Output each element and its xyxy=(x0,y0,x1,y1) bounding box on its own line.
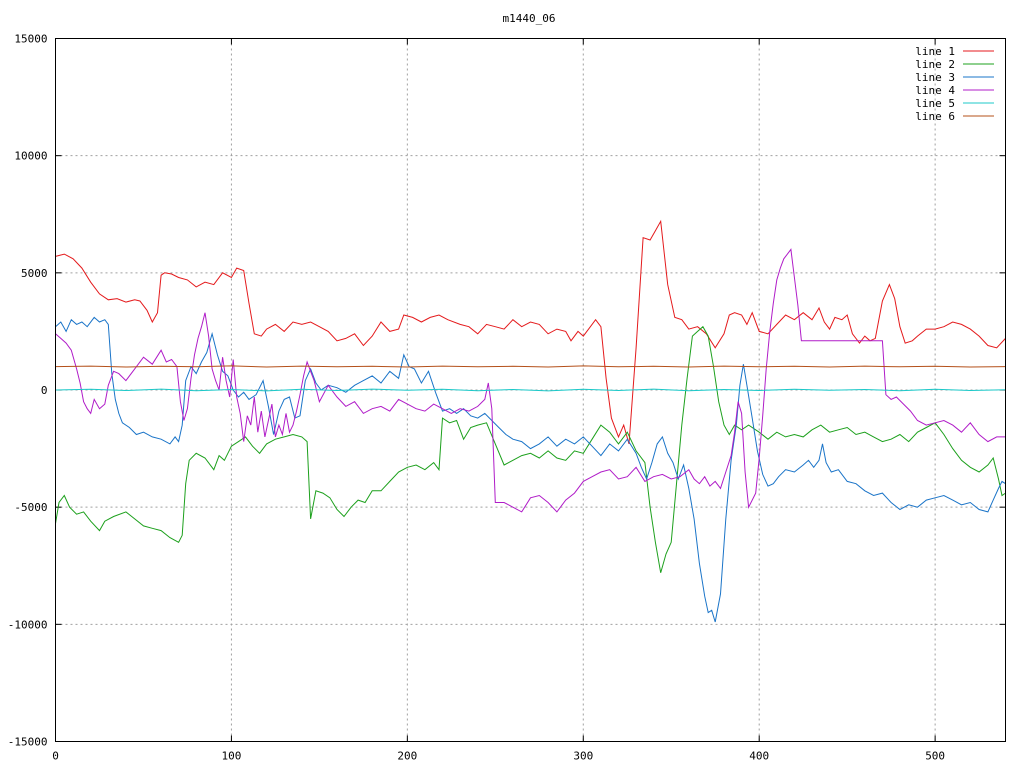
series-line-6 xyxy=(55,365,1006,368)
x-tick-label: 500 xyxy=(925,750,945,763)
y-tick-label: -5000 xyxy=(14,501,47,514)
legend-label: line 5 xyxy=(915,97,955,110)
legend-label: line 6 xyxy=(915,110,955,123)
y-tick-label: 5000 xyxy=(21,267,48,280)
x-tick-label: 100 xyxy=(221,750,241,763)
x-tick-label: 0 xyxy=(52,750,59,763)
legend-label: line 2 xyxy=(915,58,955,71)
series-line-3 xyxy=(55,316,1006,623)
axis-ticks: -15000 -10000 -5000 0 5000 10000 15000 0 100 200 3… xyxy=(8,33,1006,763)
chart-title: m1440_06 xyxy=(503,12,556,25)
series-layer xyxy=(55,219,1006,623)
y-tick-label: 15000 xyxy=(14,33,47,46)
x-tick-label: 400 xyxy=(749,750,769,763)
x-tick-label: 300 xyxy=(573,750,593,763)
series-line-1 xyxy=(55,219,1006,445)
series-line-4 xyxy=(55,248,1006,513)
y-tick-label: -15000 xyxy=(8,736,48,749)
x-tick-label: 200 xyxy=(397,750,417,763)
series-line-2 xyxy=(55,325,1006,573)
legend-label: line 3 xyxy=(915,71,955,84)
y-tick-label: -10000 xyxy=(8,618,48,631)
plot-frame xyxy=(55,38,1006,742)
legend-label: line 1 xyxy=(915,45,955,58)
series-line-5 xyxy=(55,388,1006,392)
y-tick-label: 10000 xyxy=(14,150,47,163)
y-tick-label: 0 xyxy=(41,384,48,397)
legend-label: line 4 xyxy=(915,84,955,97)
